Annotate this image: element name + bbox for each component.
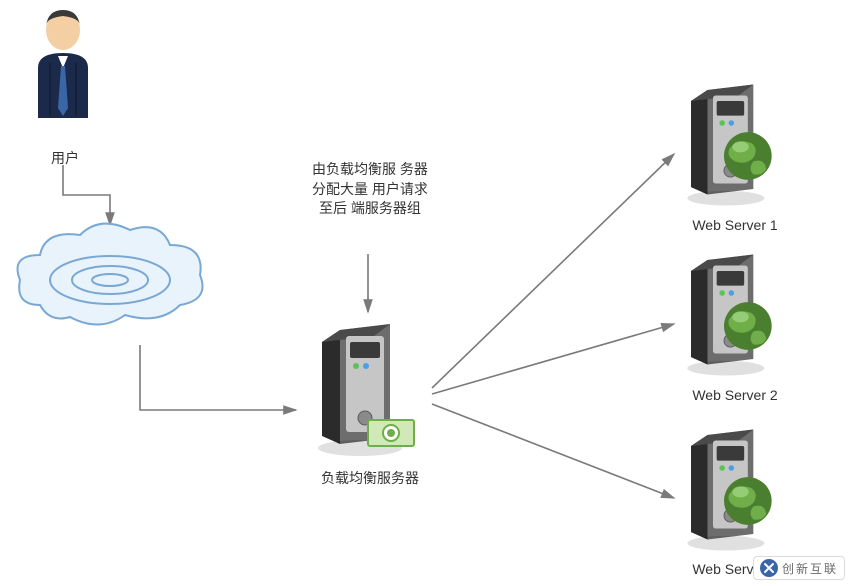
web-server-3-icon [680, 425, 790, 555]
connector-lb-to-ws1 [432, 154, 674, 388]
watermark: 创新互联 [753, 556, 845, 580]
connector-cloud-to-lb [140, 345, 296, 410]
user-label: 用户 [20, 148, 110, 168]
description-text: 由负载均衡服 务器分配大量 用户请求至后 端服务器组 [310, 160, 430, 219]
connector-lb-to-ws3 [432, 404, 674, 498]
cloud-icon [10, 215, 210, 345]
watermark-text: 创新互联 [782, 560, 838, 577]
connector-lb-to-ws2 [432, 324, 674, 394]
web-server-1-icon [680, 80, 790, 210]
load-balancer-icon [310, 320, 430, 460]
web-server-1-label: Web Server 1 [670, 217, 800, 233]
web-server-2-icon [680, 250, 790, 380]
load-balancer-label: 负载均衡服务器 [300, 468, 440, 488]
web-server-2-label: Web Server 2 [670, 387, 800, 403]
user-icon [28, 8, 98, 118]
watermark-icon [760, 559, 778, 577]
